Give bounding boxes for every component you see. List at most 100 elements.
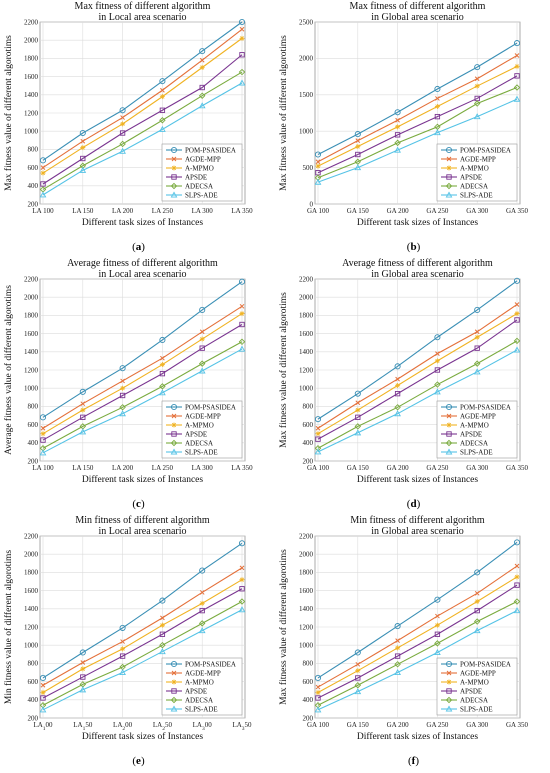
- chart-a-point-slps-ade-4: [159, 125, 166, 132]
- chart-a-xtick-la-300: LA 300: [192, 207, 214, 215]
- chart-e-legend-marker-slps-ade: [170, 705, 178, 712]
- chart-b-point-slps-ade-5: [473, 113, 481, 120]
- chart-c-point-agde-mpp-6: [239, 303, 245, 309]
- chart-e-ytick-400: 400: [28, 696, 39, 704]
- chart-f-point-apsde-5: [474, 607, 480, 614]
- chart-d-line-agde-mpp: [317, 304, 518, 429]
- chart-c-legend-label-apsde: APSDE: [185, 430, 207, 438]
- chart-c-point-agde-mpp-3: [120, 378, 125, 384]
- chart-e-point-a-mpmo-2: [80, 666, 86, 672]
- chart-panel-b: Max fitness of different algorithm in Glo…: [275, 0, 550, 257]
- chart-c-point-apsde-2: [80, 414, 86, 420]
- chart-e-point-a-mpmo-6: [239, 577, 245, 583]
- chart-e-line-pom-psasidea: [42, 542, 243, 679]
- chart-d-point-apsde-5: [474, 345, 480, 351]
- chart-d-series-apsde: [315, 317, 520, 442]
- chart-c-xtick-la-200: LA 200: [112, 464, 134, 472]
- chart-a-ytick-2200: 2200: [24, 18, 39, 26]
- chart-d-legend-label-pom-psasidea: POM-PSASIDEA: [460, 403, 511, 411]
- chart-c-point-slps-ade-6: [238, 345, 246, 352]
- chart-e-legend-marker-pom-psasidea: [170, 660, 178, 668]
- chart-f-ytick-800: 800: [303, 660, 314, 668]
- chart-b-point-a-mpmo-5: [474, 83, 480, 89]
- chart-d-point-a-mpmo-6: [514, 311, 520, 317]
- chart-d-series-slps-ade: [314, 346, 521, 455]
- chart-b-point-agde-mpp-6: [514, 53, 520, 58]
- chart-f-point-agde-mpp-3: [395, 638, 400, 644]
- chart-f-ytick-2000: 2000: [299, 551, 314, 559]
- chart-d-line-apsde: [317, 319, 518, 440]
- chart-b-legend-marker-a-mpmo: [446, 165, 452, 171]
- chart-d-series-adecsa: [314, 337, 521, 452]
- chart-d-ytick-1600: 1600: [299, 330, 314, 338]
- chart-c-xtick-la-150: LA 150: [72, 464, 94, 472]
- chart-e-point-adecsa-4: [159, 641, 166, 649]
- chart-b-ytick-0: 0: [310, 200, 314, 208]
- chart-c-point-a-mpmo-3: [120, 385, 126, 391]
- chart-f-line-slps-ade: [317, 610, 518, 711]
- chart-c-series-pom-psasidea: [39, 278, 246, 421]
- chart-d-line-pom-psasidea: [317, 280, 518, 420]
- chart-d-point-adecsa-5: [473, 360, 481, 367]
- chart-b-line-pom-psasidea: [317, 42, 518, 155]
- chart-f-point-a-mpmo-4: [434, 622, 440, 628]
- chart-a-legend: POM-PSASIDEAAGDE-MPPA-MPMOAPSDEADECSASLP…: [161, 143, 243, 202]
- chart-d-legend-marker-agde-mpp: [446, 413, 452, 419]
- chart-b-series-slps-ade: [314, 95, 521, 185]
- chart-d-point-agde-mpp-3: [395, 376, 400, 382]
- chart-a-point-a-mpmo-6: [239, 35, 245, 41]
- chart-f-xtick-ga-350: GA 350: [506, 721, 528, 729]
- chart-d-ylabel: Max fitness value of different algorotim…: [278, 292, 289, 448]
- chart-a-point-apsde-1: [40, 181, 46, 187]
- chart-f-series-slps-ade: [314, 607, 521, 713]
- chart-b-point-pom-psasidea-3: [394, 109, 401, 116]
- chart-e-point-agde-mpp-2: [80, 660, 86, 665]
- chart-b-point-agde-mpp-5: [474, 76, 480, 82]
- chart-e-ytick-200: 200: [28, 714, 39, 722]
- chart-f-point-apsde-4: [434, 631, 441, 637]
- chart-f-series-a-mpmo: [315, 574, 520, 696]
- chart-f-line-apsde: [317, 584, 518, 699]
- chart-c-ylabel: Average fitness value of different algor…: [3, 285, 14, 455]
- chart-c-series-apsde: [40, 321, 245, 443]
- chart-f-point-a-mpmo-6: [514, 574, 520, 580]
- chart-c-ytick-1000: 1000: [24, 385, 39, 393]
- chart-f-line-agde-mpp: [317, 565, 518, 688]
- chart-d-point-pom-psasidea-3: [394, 363, 401, 370]
- chart-d-legend-label-apsde: APSDE: [460, 430, 482, 438]
- chart-panel-a: Max fitness of different algorithm in Loc…: [0, 0, 275, 257]
- chart-a-series-adecsa: [39, 68, 246, 193]
- chart-c-point-adecsa-5: [198, 360, 206, 367]
- chart-d-ytick-1400: 1400: [299, 348, 314, 356]
- chart-e-ytick-1200: 1200: [24, 623, 39, 631]
- chart-a-point-apsde-5: [199, 84, 205, 91]
- chart-d-point-pom-psasidea-2: [354, 390, 361, 397]
- chart-e-ytick-1400: 1400: [24, 605, 39, 613]
- chart-e-point-agde-mpp-5: [199, 590, 205, 595]
- chart-d-series-agde-mpp: [315, 302, 520, 431]
- chart-c-point-apsde-1: [40, 437, 46, 443]
- chart-e-ytick-1600: 1600: [24, 587, 39, 595]
- chart-f-point-apsde-3: [394, 653, 401, 659]
- chart-a-ylabel: Max fitness value of different algorotim…: [3, 35, 14, 191]
- chart-d-ytick-800: 800: [303, 403, 314, 411]
- chart-a-series-a-mpmo: [40, 35, 245, 176]
- chart-f-point-agde-mpp-4: [435, 613, 440, 619]
- chart-b-xtick-ga-250: GA 250: [426, 207, 448, 215]
- chart-b-point-pom-psasidea-6: [513, 40, 521, 47]
- chart-c-point-pom-psasidea-4: [159, 336, 166, 344]
- chart-a-line-apsde: [42, 54, 243, 185]
- chart-c-point-a-mpmo-5: [199, 336, 205, 342]
- chart-panel-c: Average fitness of different algorithm in…: [0, 257, 275, 514]
- chart-e-ytick-1000: 1000: [24, 642, 39, 650]
- chart-a-point-a-mpmo-4: [159, 94, 165, 100]
- chart-e-point-adecsa-6: [238, 598, 246, 605]
- chart-a-title-line-2: in Local area scenario: [98, 12, 186, 23]
- chart-c-xtick-la-350: LA 350: [231, 464, 253, 472]
- chart-c-legend-marker-apsde: [171, 431, 177, 437]
- chart-f-ytick-1400: 1400: [299, 605, 314, 613]
- chart-a-xtick-la-200: LA 200: [112, 207, 134, 215]
- chart-b-ytick-2000: 2000: [299, 55, 314, 63]
- chart-d-point-a-mpmo-5: [474, 334, 480, 340]
